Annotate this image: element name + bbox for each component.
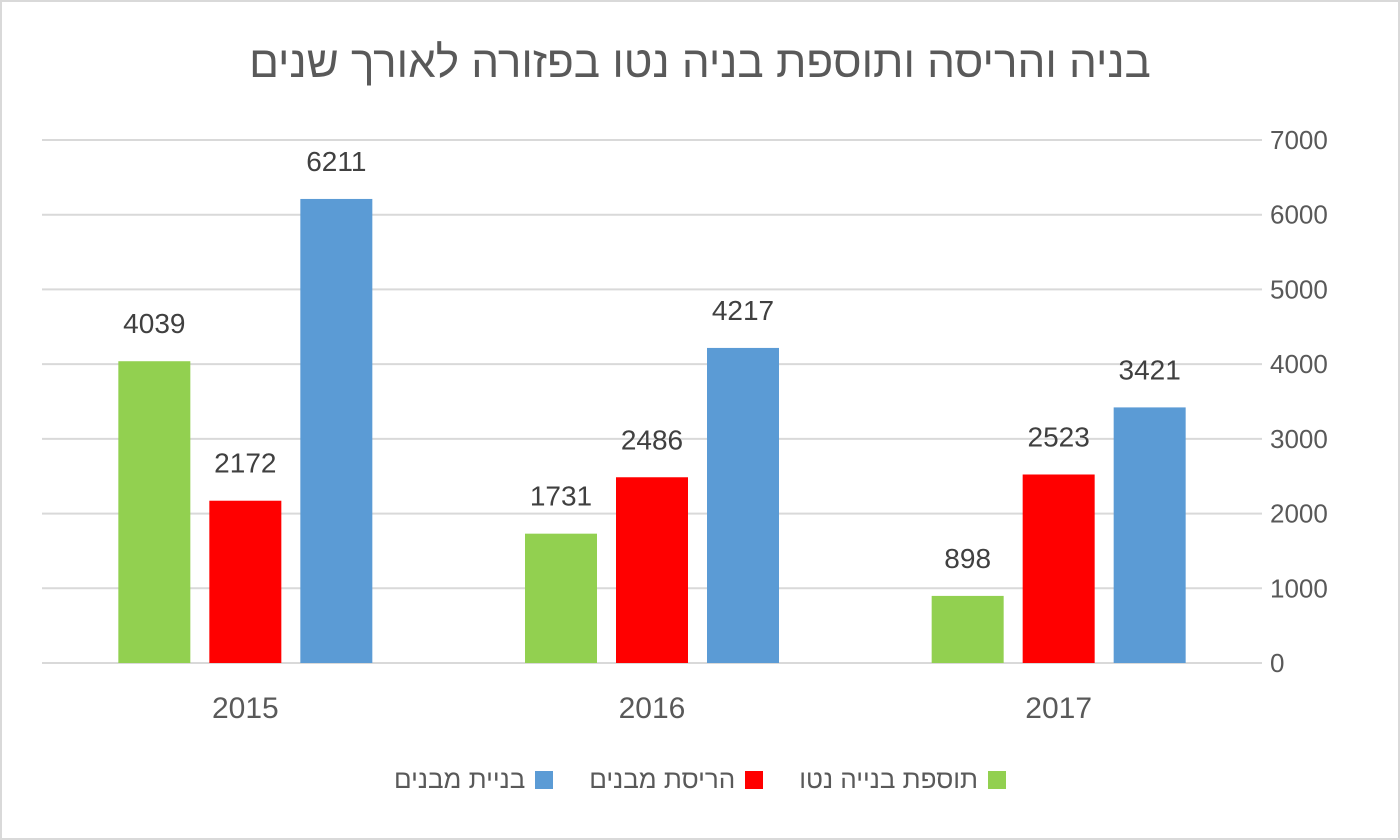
legend-label: הריסת מבנים <box>589 764 736 794</box>
y-tick-label: 6000 <box>1270 200 1328 230</box>
data-label: 2523 <box>1028 421 1090 452</box>
y-tick-label: 3000 <box>1270 424 1328 454</box>
x-category-label: 2016 <box>619 692 686 725</box>
bar <box>1113 407 1186 663</box>
legend-swatch <box>535 770 554 789</box>
data-label: 4039 <box>123 308 185 339</box>
bar <box>300 198 373 663</box>
y-tick-label: 2000 <box>1270 499 1328 529</box>
bar <box>931 595 1004 663</box>
bar <box>209 500 282 663</box>
data-label: 1731 <box>530 481 592 512</box>
x-category-label: 2015 <box>212 692 279 725</box>
data-label: 898 <box>944 543 991 574</box>
data-label: 4217 <box>712 295 774 326</box>
bar <box>525 533 597 663</box>
legend-item: הריסת מבנים <box>589 764 764 795</box>
legend-swatch <box>988 770 1006 789</box>
x-category-label: 2017 <box>1025 692 1092 725</box>
data-label: 2486 <box>621 424 683 455</box>
bar-chart: 0 1000 2000 3000 4000 5000 6000 7000 4039 2172 621… <box>42 125 1328 725</box>
legend-item: תוספת בנייה נטו <box>799 764 1006 795</box>
legend-label: תוספת בנייה נטו <box>799 764 978 794</box>
y-tick-label: 0 <box>1270 648 1284 678</box>
chart-title: בניה והריסה ותוספת בניה נטו בפזורה לאורך… <box>249 38 1151 87</box>
y-tick-label: 1000 <box>1270 573 1328 603</box>
bar <box>616 477 688 663</box>
chart-legend: תוספת בנייה נטו הריסת מבנים בניית מבנים <box>0 764 1400 795</box>
data-label: 3421 <box>1119 354 1181 385</box>
legend-swatch <box>745 770 764 789</box>
data-label: 6211 <box>306 146 366 177</box>
bar <box>1022 474 1095 663</box>
y-tick-label: 5000 <box>1270 274 1328 304</box>
bar <box>118 361 191 663</box>
bar <box>707 347 779 663</box>
legend-item: בניית מבנים <box>394 764 554 795</box>
y-tick-label: 4000 <box>1270 349 1328 379</box>
data-label: 2172 <box>214 448 276 479</box>
legend-label: בניית מבנים <box>394 764 526 794</box>
y-tick-label: 7000 <box>1270 125 1328 155</box>
